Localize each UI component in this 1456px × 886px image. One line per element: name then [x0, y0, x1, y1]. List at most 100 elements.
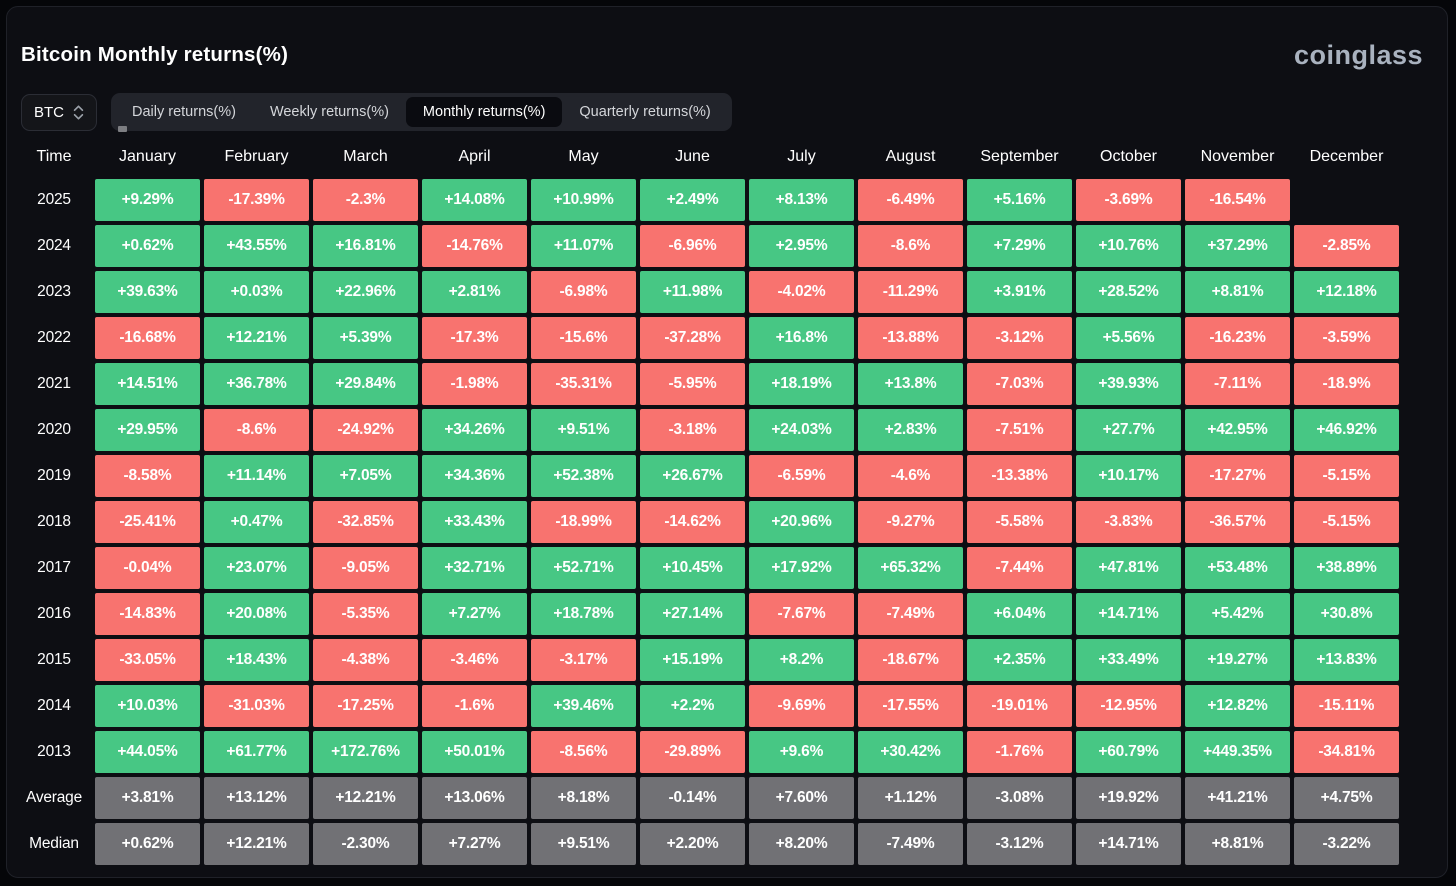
col-header-october: October: [1100, 148, 1157, 165]
cell-2025-april: +14.08%: [422, 179, 527, 221]
cell-2014-april: -1.6%: [422, 685, 527, 727]
cell-2022-november: -16.23%: [1185, 317, 1290, 359]
cell-2017-august: +65.32%: [858, 547, 963, 589]
cell-2015-december: +13.83%: [1294, 639, 1399, 681]
cell-2019-july: -6.59%: [749, 455, 854, 497]
cell-2017-may: +52.71%: [531, 547, 636, 589]
cell-2016-october: +14.71%: [1076, 593, 1181, 635]
cell-2020-december: +46.92%: [1294, 409, 1399, 451]
cell-2019-december: -5.15%: [1294, 455, 1399, 497]
cell-2014-september: -19.01%: [967, 685, 1072, 727]
cell-2015-may: -3.17%: [531, 639, 636, 681]
cell-2017-december: +38.89%: [1294, 547, 1399, 589]
cell-2013-june: -29.89%: [640, 731, 745, 773]
cell-2024-april: -14.76%: [422, 225, 527, 267]
tab-daily-returns[interactable]: Daily returns(%): [132, 104, 236, 120]
cell-2024-march: +16.81%: [313, 225, 418, 267]
cell-2016-august: -7.49%: [858, 593, 963, 635]
cell-2015-january: -33.05%: [95, 639, 200, 681]
tab-monthly-returns[interactable]: Monthly returns(%): [405, 97, 563, 127]
cell-2016-july: -7.67%: [749, 593, 854, 635]
col-header-february: February: [224, 148, 289, 165]
cell-2014-november: +12.82%: [1185, 685, 1290, 727]
cell-median-april: +7.27%: [422, 823, 527, 865]
cell-2022-july: +16.8%: [749, 317, 854, 359]
row-label-2017: 2017: [37, 559, 71, 576]
col-header-may: May: [568, 148, 599, 165]
cell-2015-october: +33.49%: [1076, 639, 1181, 681]
tab-weekly-returns[interactable]: Weekly returns(%): [269, 104, 389, 120]
row-label-2016: 2016: [37, 605, 71, 622]
cell-2018-march: -32.85%: [313, 501, 418, 543]
cell-2023-october: +28.52%: [1076, 271, 1181, 313]
cell-2020-may: +9.51%: [531, 409, 636, 451]
cell-2021-april: -1.98%: [422, 363, 527, 405]
cell-average-november: +41.21%: [1185, 777, 1290, 819]
col-header-time: Time: [36, 148, 72, 165]
cell-2021-june: -5.95%: [640, 363, 745, 405]
cell-2022-august: -13.88%: [858, 317, 963, 359]
mini-scrollbar-thumb[interactable]: [118, 126, 127, 132]
cell-2018-june: -14.62%: [640, 501, 745, 543]
cell-average-may: +8.18%: [531, 777, 636, 819]
row-label-2024: 2024: [37, 237, 71, 254]
cell-2020-september: -7.51%: [967, 409, 1072, 451]
cell-2023-december: +12.18%: [1294, 271, 1399, 313]
cell-2016-september: +6.04%: [967, 593, 1072, 635]
cell-2018-september: -5.58%: [967, 501, 1072, 543]
cell-2024-february: +43.55%: [204, 225, 309, 267]
cell-2019-march: +7.05%: [313, 455, 418, 497]
cell-2015-august: -18.67%: [858, 639, 963, 681]
cell-2023-may: -6.98%: [531, 271, 636, 313]
cell-2013-october: +60.79%: [1076, 731, 1181, 773]
cell-2016-february: +20.08%: [204, 593, 309, 635]
cell-2015-june: +15.19%: [640, 639, 745, 681]
cell-2020-january: +29.95%: [95, 409, 200, 451]
cell-2017-march: -9.05%: [313, 547, 418, 589]
cell-2013-december: -34.81%: [1294, 731, 1399, 773]
cell-2016-april: +7.27%: [422, 593, 527, 635]
cell-2016-december: +30.8%: [1294, 593, 1399, 635]
cell-median-august: -7.49%: [858, 823, 963, 865]
cell-2017-june: +10.45%: [640, 547, 745, 589]
cell-2016-november: +5.42%: [1185, 593, 1290, 635]
cell-median-december: -3.22%: [1294, 823, 1399, 865]
col-header-march: March: [343, 148, 388, 165]
symbol-selector[interactable]: BTC: [21, 93, 97, 131]
page-title: Bitcoin Monthly returns(%): [21, 43, 289, 66]
cell-average-april: +13.06%: [422, 777, 527, 819]
cell-2016-january: -14.83%: [95, 593, 200, 635]
cell-2025-march: -2.3%: [313, 179, 418, 221]
cell-2018-july: +20.96%: [749, 501, 854, 543]
cell-2018-november: -36.57%: [1185, 501, 1290, 543]
cell-2015-march: -4.38%: [313, 639, 418, 681]
tab-quarterly-returns[interactable]: Quarterly returns(%): [579, 104, 711, 120]
header: Bitcoin Monthly returns(%) coinglass: [21, 33, 1423, 77]
row-label-2021: 2021: [37, 375, 71, 392]
cell-2022-february: +12.21%: [204, 317, 309, 359]
cell-2021-august: +13.8%: [858, 363, 963, 405]
row-label-2015: 2015: [37, 651, 71, 668]
cell-2025-november: -16.54%: [1185, 179, 1290, 221]
cell-2016-may: +18.78%: [531, 593, 636, 635]
cell-2020-august: +2.83%: [858, 409, 963, 451]
cell-2017-september: -7.44%: [967, 547, 1072, 589]
col-header-december: December: [1309, 148, 1384, 165]
cell-2021-july: +18.19%: [749, 363, 854, 405]
cell-2023-june: +11.98%: [640, 271, 745, 313]
cell-2021-february: +36.78%: [204, 363, 309, 405]
cell-2021-september: -7.03%: [967, 363, 1072, 405]
cell-2025-may: +10.99%: [531, 179, 636, 221]
cell-2023-july: -4.02%: [749, 271, 854, 313]
row-label-2023: 2023: [37, 283, 71, 300]
cell-2023-september: +3.91%: [967, 271, 1072, 313]
cell-2022-september: -3.12%: [967, 317, 1072, 359]
cell-2022-january: -16.68%: [95, 317, 200, 359]
cell-2025-september: +5.16%: [967, 179, 1072, 221]
sort-chevrons-icon: [73, 104, 84, 121]
cell-2023-august: -11.29%: [858, 271, 963, 313]
cell-2019-november: -17.27%: [1185, 455, 1290, 497]
cell-median-february: +12.21%: [204, 823, 309, 865]
cell-median-march: -2.30%: [313, 823, 418, 865]
